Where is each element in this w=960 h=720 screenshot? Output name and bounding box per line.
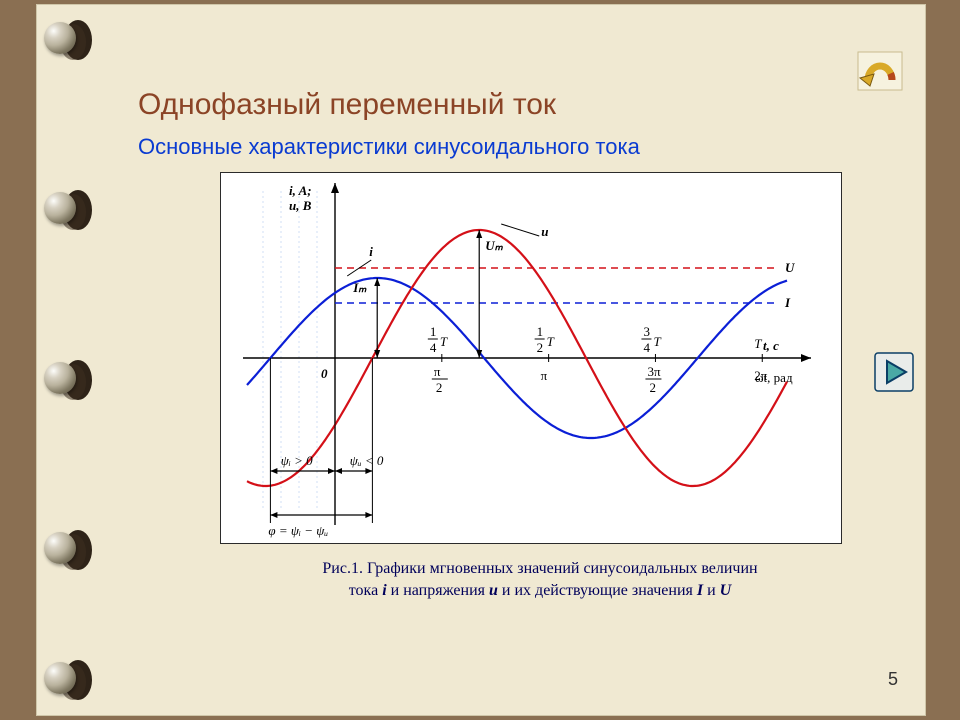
page-subtitle: Основные характеристики синусоидального … xyxy=(132,128,926,166)
caption-txt: тока xyxy=(349,582,382,599)
caption-U-upper: U xyxy=(720,582,732,599)
figure-wrap: i, A;u, Вt, сωt, рад014Tπ212Tπ34T3π2T2πI… xyxy=(220,172,840,601)
svg-text:T: T xyxy=(754,336,762,351)
svg-text:T: T xyxy=(653,334,661,349)
svg-text:2π: 2π xyxy=(754,368,768,383)
caption-txt: и напряжения xyxy=(387,582,489,599)
content-area: Однофазный переменный ток Основные харак… xyxy=(132,4,926,716)
svg-text:0: 0 xyxy=(321,366,328,381)
svg-text:Iₘ: Iₘ xyxy=(352,280,367,295)
page-number: 5 xyxy=(888,669,898,690)
caption-txt: и их действующие значения xyxy=(498,582,697,599)
svg-text:U: U xyxy=(785,260,795,275)
caption-line1: Рис.1. Графики мгновенных значений синус… xyxy=(322,560,757,577)
svg-text:3π: 3π xyxy=(647,364,661,379)
figure-caption: Рис.1. Графики мгновенных значений синус… xyxy=(220,558,860,601)
binder-holes xyxy=(44,20,112,700)
svg-text:u, В: u, В xyxy=(289,198,312,213)
svg-text:Uₘ: Uₘ xyxy=(485,238,503,253)
svg-text:1: 1 xyxy=(430,324,437,339)
caption-u: u xyxy=(489,582,498,599)
svg-text:1: 1 xyxy=(537,324,544,339)
slide-page: Однофазный переменный ток Основные харак… xyxy=(36,4,926,716)
svg-text:2: 2 xyxy=(436,380,443,395)
svg-text:π: π xyxy=(541,368,548,383)
page-title: Однофазный переменный ток xyxy=(132,4,926,128)
chart-frame: i, A;u, Вt, сωt, рад014Tπ212Tπ34T3π2T2πI… xyxy=(220,172,842,544)
svg-text:T: T xyxy=(547,334,555,349)
svg-text:i: i xyxy=(369,244,373,259)
svg-text:4: 4 xyxy=(643,340,650,355)
svg-text:φ = ψᵢ − ψᵤ: φ = ψᵢ − ψᵤ xyxy=(268,523,328,538)
svg-text:ψᵢ > 0: ψᵢ > 0 xyxy=(281,453,313,468)
svg-text:i, A;: i, A; xyxy=(289,183,312,198)
svg-text:I: I xyxy=(784,295,791,310)
svg-text:π: π xyxy=(434,364,441,379)
svg-text:u: u xyxy=(541,224,548,239)
sinusoid-chart: i, A;u, Вt, сωt, рад014Tπ212Tπ34T3π2T2πI… xyxy=(221,173,841,543)
svg-text:2: 2 xyxy=(537,340,544,355)
svg-text:T: T xyxy=(440,334,448,349)
svg-text:ψᵤ < 0: ψᵤ < 0 xyxy=(350,453,384,468)
slide-outer: Однофазный переменный ток Основные харак… xyxy=(0,0,960,720)
caption-txt: и xyxy=(703,582,720,599)
svg-text:t, с: t, с xyxy=(763,338,779,353)
svg-text:4: 4 xyxy=(430,340,437,355)
svg-text:2: 2 xyxy=(649,380,656,395)
svg-text:3: 3 xyxy=(643,324,650,339)
